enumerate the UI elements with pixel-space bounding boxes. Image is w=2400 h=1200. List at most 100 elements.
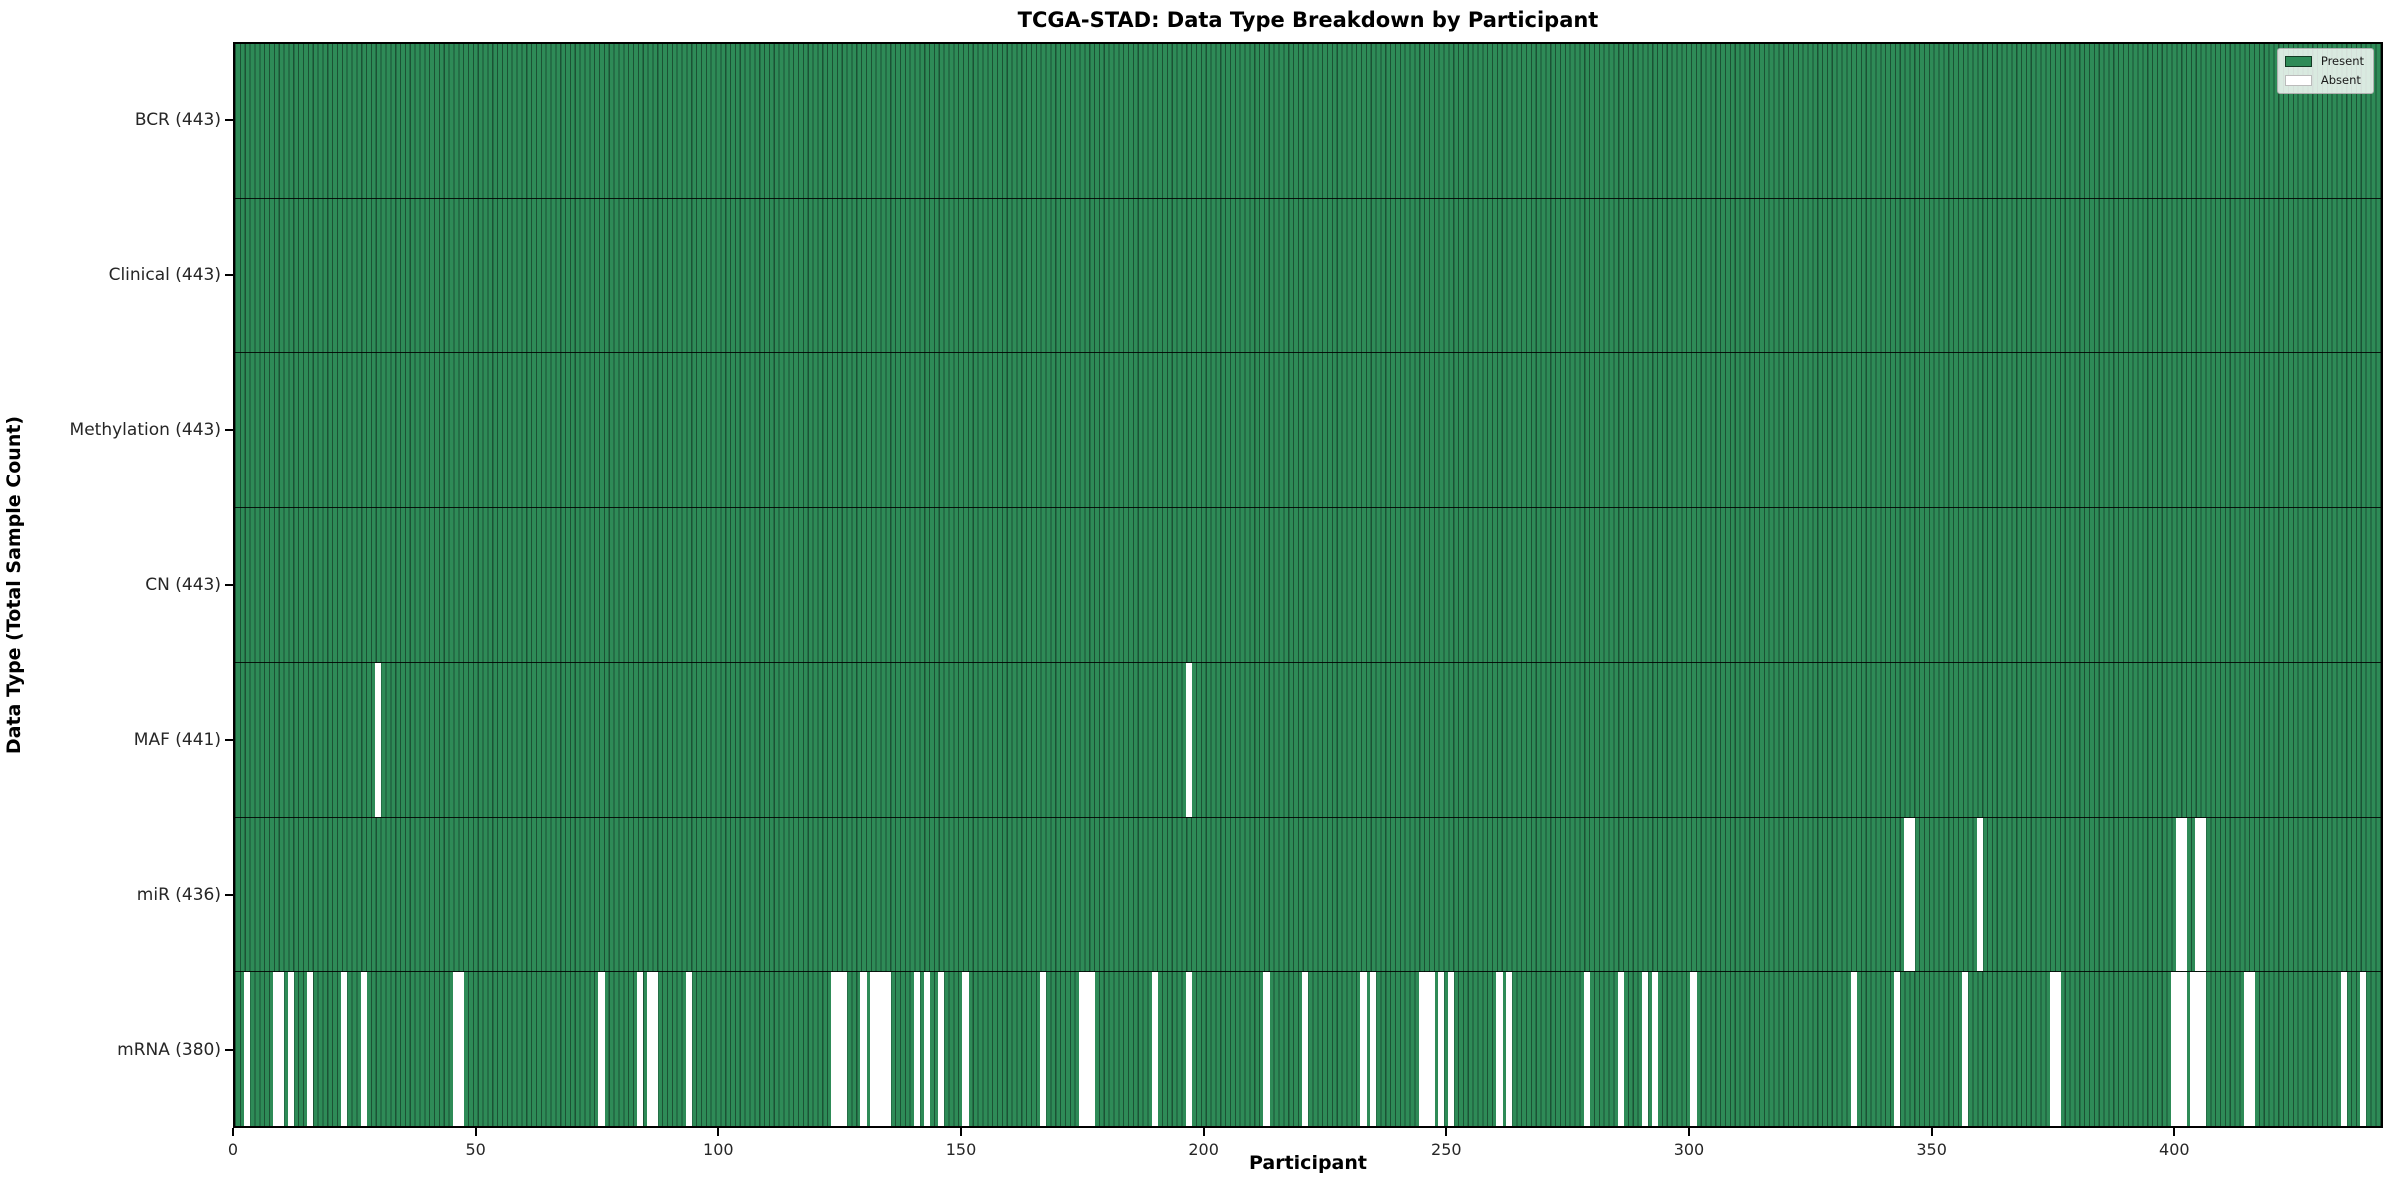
absent-gap [598,972,605,1127]
x-tick-mark [1930,1128,1933,1136]
legend-present-label: Present [2320,54,2364,68]
absent-gap [2199,972,2207,1127]
absent-gap [1078,972,1086,1127]
x-tick-mark [1687,1128,1690,1136]
absent-gap [457,972,464,1127]
absent-gap [2199,817,2207,972]
absent-gap [685,972,692,1127]
absent-gap [1428,972,1435,1127]
absent-gap [637,972,644,1127]
y-tick-label-bcr: BCR (443) [134,109,221,130]
absent-gap [1370,972,1377,1127]
x-tick-mark [474,1128,477,1136]
absent-gap [841,972,848,1127]
absent-gap [879,972,887,1127]
absent-gap [452,972,460,1127]
absent-gap [1651,972,1658,1127]
absent-gap [646,972,654,1127]
heatmap-rows [235,44,2381,1127]
x-tick-mark [1445,1128,1448,1136]
legend-entry-absent: Absent [2284,73,2364,87]
absent-gap [1418,972,1425,1127]
absent-gap [273,972,280,1127]
x-tick-mark [1202,1128,1205,1136]
y-tick-label-mir: miR (436) [136,885,221,906]
x-tick-label-150: 150 [945,1140,977,1159]
absent-gap [341,972,348,1127]
heatmap-row-mrna [235,971,2381,1127]
absent-gap [2180,972,2187,1127]
x-tick-label-250: 250 [1431,1140,1462,1159]
absent-gap [1302,972,1309,1127]
absent-gap [2190,972,2197,1127]
absent-gap [1894,972,1901,1127]
heatmap-row-cn [235,507,2381,662]
y-tick-mark [225,739,233,742]
x-tick-label-200: 200 [1188,1140,1219,1159]
legend-absent-label: Absent [2320,73,2361,87]
absent-swatch-icon [2284,74,2312,86]
absent-gap [651,972,659,1127]
absent-gap [1690,972,1697,1127]
absent-gap [1617,972,1624,1127]
absent-gap [1185,662,1192,817]
absent-gap [1083,972,1090,1127]
absent-gap [1976,817,1983,972]
absent-gap [1263,972,1270,1127]
heatmap-row-methylation [235,352,2381,508]
absent-gap [1908,817,1916,972]
absent-gap [1185,972,1192,1127]
absent-gap [2243,972,2250,1127]
plot-area: Present Absent [233,42,2383,1128]
absent-gap [1438,972,1445,1127]
absent-gap [2195,972,2202,1127]
x-tick-label-350: 350 [1916,1140,1947,1159]
absent-gap [1360,972,1367,1127]
absent-gap [307,972,314,1127]
absent-gap [1505,972,1513,1127]
absent-gap [836,972,843,1127]
x-tick-label-0: 0 [227,1140,239,1159]
absent-gap [2175,817,2182,972]
absent-gap [2175,972,2182,1127]
absent-gap [2180,817,2187,972]
legend-entry-present: Present [2284,54,2364,68]
absent-gap [2195,817,2202,972]
absent-gap [913,972,921,1127]
absent-gap [1583,972,1590,1127]
heatmap-row-mir [235,816,2381,972]
absent-gap [860,972,867,1127]
y-tick-label-cn: CN (443) [145,575,221,595]
absent-gap [923,972,930,1127]
y-tick-mark [225,428,233,431]
absent-gap [244,972,251,1127]
absent-gap [1641,972,1649,1127]
chart-title: TCGA-STAD: Data Type Breakdown by Partic… [1017,8,1599,32]
x-tick-mark [717,1128,720,1136]
heatmap-row-bcr [235,44,2381,198]
absent-gap [375,662,382,817]
absent-gap [1447,972,1454,1127]
absent-gap [1151,972,1158,1127]
absent-gap [287,972,295,1127]
absent-gap [2248,972,2255,1127]
absent-gap [831,972,838,1127]
x-tick-label-300: 300 [1673,1140,1705,1159]
heatmap-row-clinical [235,197,2381,353]
absent-gap [870,972,877,1127]
absent-gap [1850,972,1857,1127]
y-axis-label: Data Type (Total Sample Count) [3,415,25,755]
absent-gap [1962,972,1969,1127]
y-tick-label-methylation: Methylation (443) [69,419,221,440]
heatmap-row-maf [235,661,2381,817]
absent-gap [884,972,891,1127]
y-tick-label-maf: MAF (441) [133,730,221,751]
x-axis-label: Participant [1248,1152,1367,1174]
absent-gap [2170,972,2178,1127]
absent-gap [962,972,969,1127]
y-tick-label-clinical: Clinical (443) [108,264,221,285]
absent-gap [875,972,882,1127]
y-tick-mark [225,584,233,586]
y-tick-mark [225,1049,233,1052]
